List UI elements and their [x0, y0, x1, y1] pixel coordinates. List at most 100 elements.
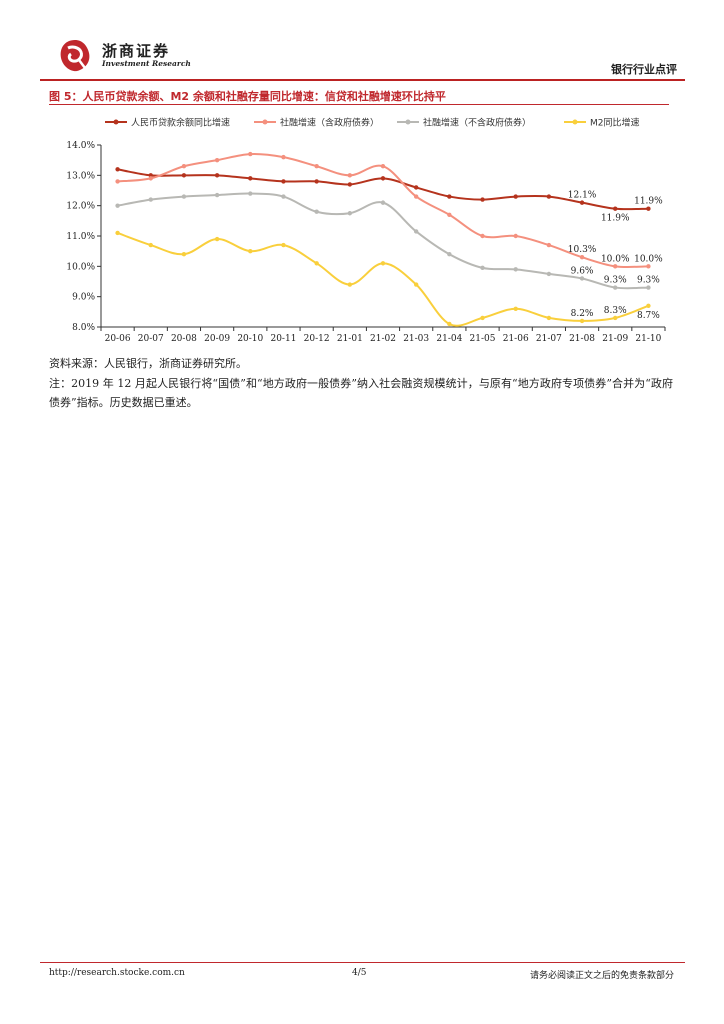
data-point	[380, 164, 386, 169]
x-tick-label: 21-02	[370, 334, 396, 344]
data-point	[480, 265, 485, 271]
chart-data-labels: 12.1% 11.9% 11.9% 10.3% 10.0% 10.0% 9.6% 9.3% 9.…	[568, 191, 663, 321]
data-point	[248, 176, 253, 181]
data-point	[148, 197, 153, 202]
x-tick-label: 20-10	[237, 334, 263, 344]
data-point	[546, 194, 552, 199]
data-point	[613, 285, 618, 290]
data-point	[513, 267, 518, 272]
data-point	[214, 192, 220, 198]
x-tick-label: 20-07	[138, 334, 164, 344]
data-point	[646, 264, 651, 269]
y-tick-label: 10.0%	[66, 262, 95, 272]
x-tick-label: 20-12	[304, 334, 330, 344]
data-point	[413, 282, 419, 287]
data-point	[148, 242, 153, 248]
data-point	[347, 282, 353, 287]
y-tick-label: 14.0%	[66, 141, 95, 151]
data-label: 8.2%	[571, 309, 594, 319]
data-point	[248, 248, 253, 254]
data-point	[413, 229, 419, 234]
x-tick-label: 21-01	[337, 334, 363, 344]
data-point	[513, 194, 518, 199]
data-point	[214, 236, 220, 242]
data-point	[115, 179, 120, 184]
data-point	[546, 271, 552, 277]
source-note: 资料来源：人民银行，浙商证券研究所。	[49, 357, 247, 370]
data-point	[413, 194, 419, 199]
y-tick-label: 9.0%	[72, 293, 95, 303]
data-point	[115, 167, 120, 172]
data-point	[181, 164, 187, 169]
data-point	[181, 252, 187, 257]
figure-title: 图 5：人民币贷款余额、M2 余额和社融存量同比增速：信贷和社融增速环比持平	[49, 90, 446, 103]
footer-disclaimer: 请务必阅读正文之后的免责条款部分	[529, 971, 674, 981]
x-axis: 20-06 20-07 20-08 20-09 20-10 20-11 20-12 21-01…	[100, 326, 666, 344]
data-point	[579, 276, 585, 281]
data-point	[281, 242, 286, 248]
data-point	[380, 200, 386, 205]
data-point	[513, 306, 518, 311]
footer-divider	[40, 962, 685, 963]
data-label: 9.6%	[571, 266, 594, 276]
y-tick-label: 13.0%	[66, 171, 95, 181]
data-point	[447, 321, 452, 327]
x-tick-label: 21-10	[635, 334, 661, 344]
data-point	[281, 179, 286, 184]
brand-name-cn: 浙商证券	[102, 42, 171, 60]
data-point	[480, 233, 485, 239]
data-point	[613, 264, 618, 269]
x-tick-label: 21-05	[470, 334, 496, 344]
data-point	[646, 206, 651, 211]
data-point	[314, 179, 319, 184]
legend-marker	[405, 119, 411, 125]
chart-legend: 人民币贷款余额同比增速 社融增速（含政府债券） 社融增速（不含政府债券） M2同比增速	[105, 117, 640, 129]
data-point	[513, 233, 518, 239]
data-point	[281, 154, 286, 160]
report-type: 银行行业点评	[611, 63, 677, 76]
data-point	[214, 157, 220, 163]
data-label: 9.3%	[637, 276, 660, 286]
data-point	[546, 242, 552, 248]
brand-name-en: Investment Research	[102, 59, 191, 68]
x-tick-label: 21-04	[436, 334, 462, 344]
company-logo-icon	[60, 40, 90, 72]
x-tick-label: 20-11	[270, 334, 296, 344]
y-tick-label: 11.0%	[66, 232, 95, 242]
data-point	[646, 303, 651, 308]
footer-url[interactable]: http://research.stocke.com.cn	[49, 968, 185, 978]
data-point	[579, 255, 585, 260]
legend-label: M2同比增速	[590, 117, 640, 129]
data-point	[115, 230, 120, 236]
data-point	[480, 315, 485, 321]
footnote: 注：2019 年 12 月起人民银行将“国债”和“地方政府一般债券”纳入社会融资…	[49, 377, 673, 409]
x-tick-label: 21-09	[602, 334, 628, 344]
data-point	[579, 318, 585, 324]
data-label: 8.3%	[604, 306, 627, 316]
data-point	[181, 194, 187, 199]
data-point	[347, 211, 353, 216]
data-label: 9.3%	[604, 276, 627, 286]
data-point	[380, 261, 386, 266]
x-tick-label: 20-09	[204, 334, 230, 344]
legend-marker	[262, 119, 268, 125]
header-divider	[40, 79, 685, 81]
data-point	[314, 209, 319, 214]
y-tick-label: 8.0%	[72, 323, 95, 333]
data-point	[248, 191, 253, 196]
page-number: 4/5	[352, 968, 367, 978]
data-point	[380, 176, 386, 181]
data-point	[546, 315, 552, 321]
data-label: 11.9%	[634, 197, 663, 207]
data-point	[579, 200, 585, 205]
legend-label: 社融增速（含政府债券）	[280, 117, 379, 129]
data-label: 10.3%	[568, 245, 597, 255]
legend-marker	[113, 119, 119, 125]
y-axis: 8.0% 9.0% 10.0% 11.0% 12.0% 13.0% 14.0%	[66, 141, 102, 333]
legend-label: 人民币贷款余额同比增速	[131, 117, 230, 129]
data-point	[480, 197, 485, 202]
data-point	[148, 173, 153, 178]
y-tick-label: 12.0%	[66, 202, 95, 212]
x-tick-label: 20-08	[171, 334, 197, 344]
legend-label: 社融增速（不含政府债券）	[423, 117, 531, 129]
